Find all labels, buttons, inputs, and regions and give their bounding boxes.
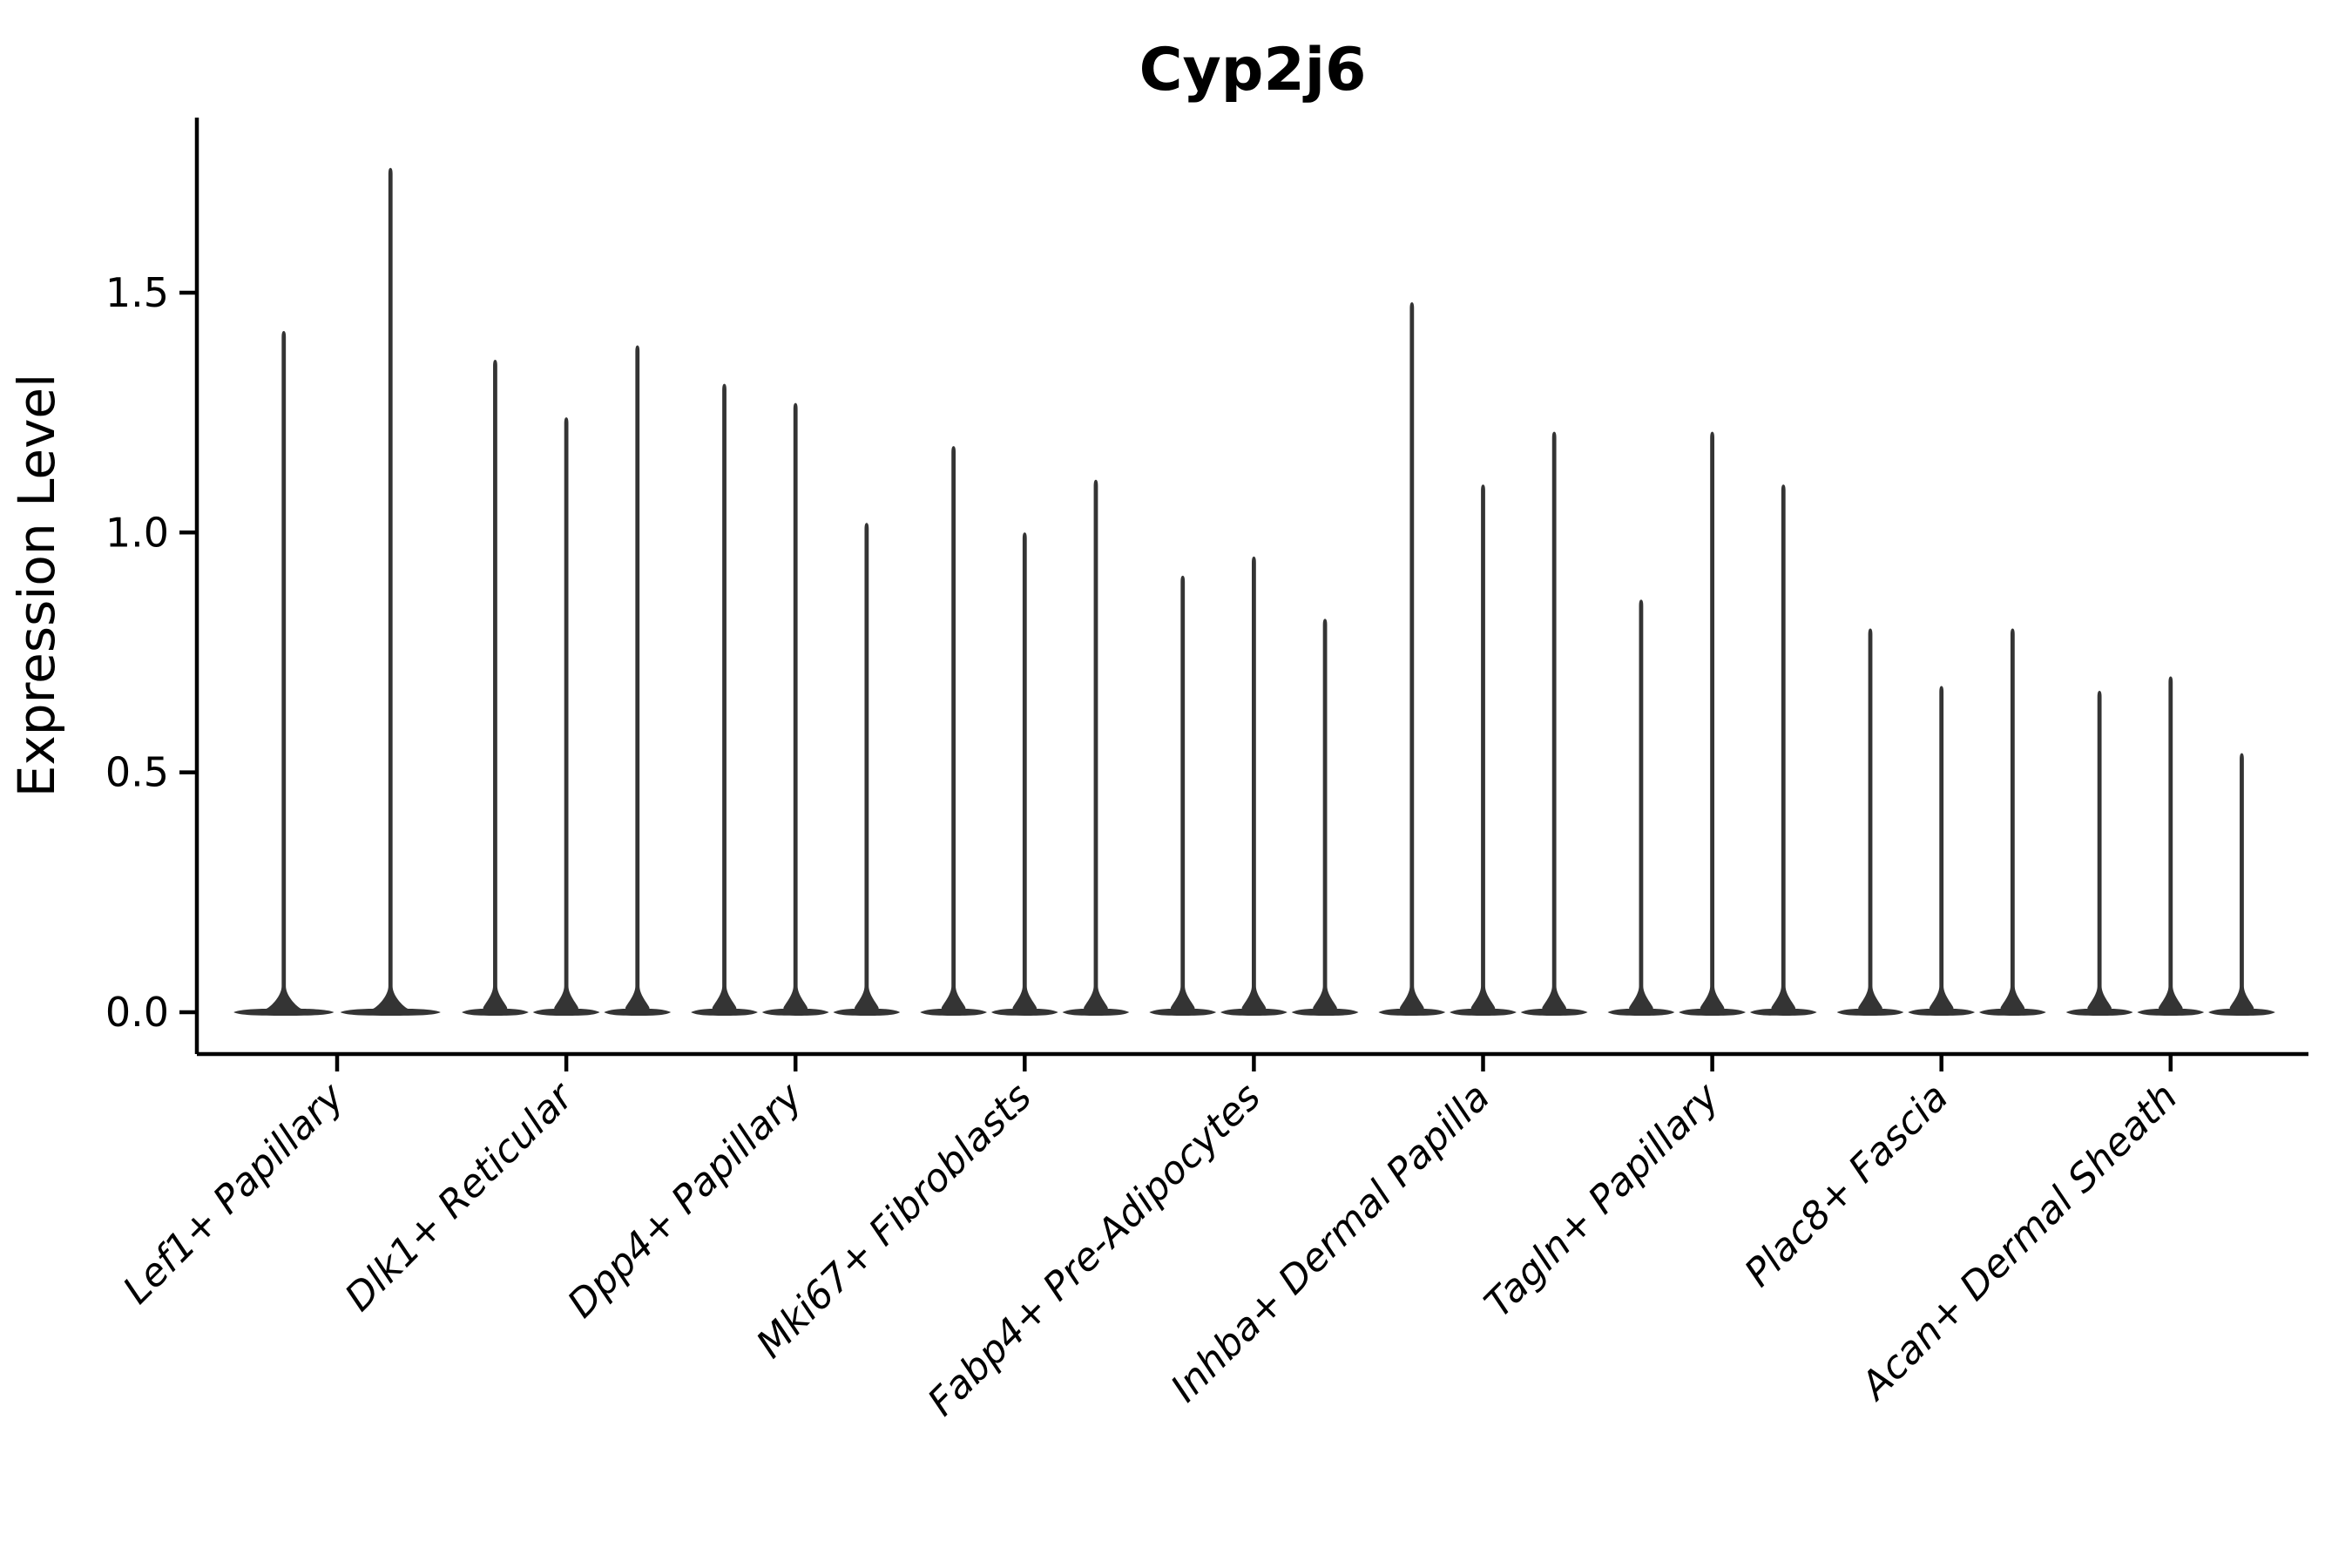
- violin-group: [1607, 431, 1817, 1016]
- violin: [1378, 301, 1446, 1016]
- violin-group: [233, 167, 441, 1017]
- y-tick-label: 1.5: [105, 269, 169, 316]
- x-tick-label: Dpp4+ Papillary: [559, 1074, 812, 1327]
- violin: [990, 532, 1058, 1016]
- violin: [1978, 628, 2046, 1016]
- y-tick-label: 1.0: [105, 509, 169, 556]
- violin: [920, 446, 988, 1016]
- violin: [1450, 484, 1517, 1016]
- violin: [1836, 628, 1904, 1016]
- violin-group: [920, 446, 1130, 1016]
- violin: [833, 523, 901, 1016]
- violin-group: [2065, 676, 2275, 1016]
- x-tick-label: Tagln+ Papillary: [1477, 1074, 1728, 1326]
- y-tick-label: 0.0: [105, 989, 169, 1036]
- violin-group: [1836, 628, 2046, 1016]
- violin: [1520, 431, 1588, 1016]
- x-tick-label: Lef1+ Papillary: [115, 1074, 354, 1313]
- violin: [1749, 484, 1817, 1016]
- violin: [233, 331, 335, 1017]
- axes-layer: [179, 118, 2308, 1071]
- violin: [1291, 618, 1359, 1016]
- violin: [1149, 575, 1217, 1016]
- violins-layer: [233, 167, 2275, 1017]
- violin: [2065, 691, 2133, 1016]
- violin: [2208, 753, 2275, 1016]
- violin-group: [1378, 301, 1588, 1016]
- violin: [691, 383, 758, 1016]
- violin-group: [691, 383, 901, 1017]
- violin: [761, 402, 829, 1017]
- violin: [1062, 479, 1130, 1016]
- violin: [1607, 599, 1675, 1016]
- violin: [1679, 431, 1746, 1016]
- violin: [340, 167, 441, 1016]
- y-tick-label: 0.5: [105, 749, 169, 796]
- violin: [604, 345, 672, 1017]
- violin-group: [462, 345, 672, 1017]
- violin: [1220, 556, 1288, 1016]
- violin: [462, 360, 529, 1017]
- violin-group: [1149, 556, 1359, 1016]
- chart-title: Cyp2j6: [1139, 36, 1367, 105]
- violin: [2137, 676, 2205, 1016]
- x-tick-label: Dlk1+ Reticular: [337, 1073, 584, 1320]
- violin: [1908, 686, 1976, 1016]
- x-tick-label: Plac8+ Fascia: [1736, 1075, 1957, 1295]
- y-axis-label: Expression Level: [7, 374, 66, 797]
- violin: [532, 417, 600, 1017]
